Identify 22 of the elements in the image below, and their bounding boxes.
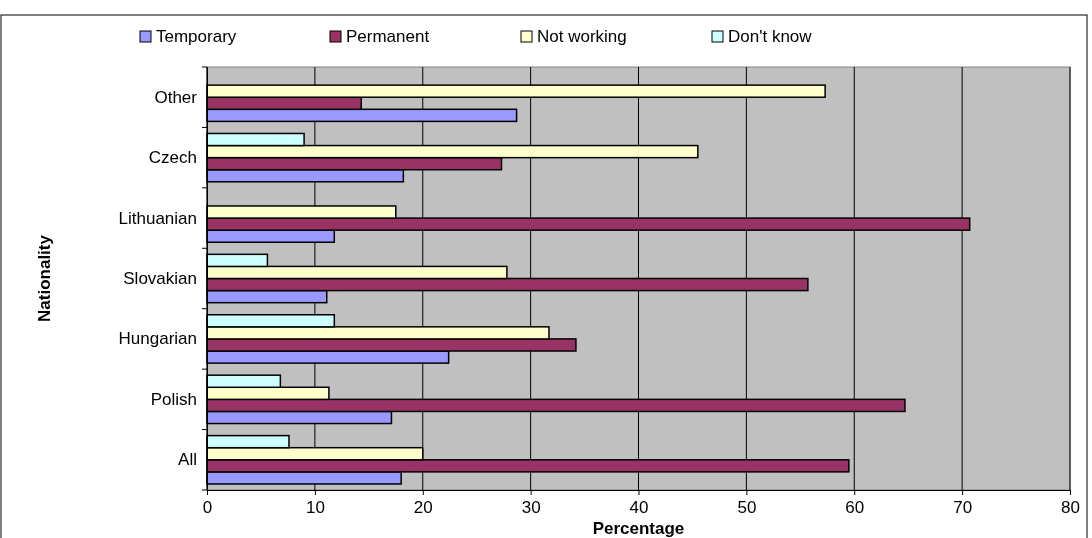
x-axis-title: Percentage — [592, 519, 685, 538]
x-tick-label: 10 — [305, 498, 325, 518]
x-tick-label: 80 — [1061, 498, 1080, 518]
y-axis-title: Nationality — [35, 234, 54, 322]
y-tick-label: All — [178, 450, 197, 470]
y-tick-label: Polish — [150, 389, 197, 409]
x-tick-label: 50 — [737, 498, 757, 518]
y-tick-label: Czech — [148, 148, 197, 168]
x-tick-label: 40 — [629, 498, 649, 518]
x-tick-label: 0 — [202, 498, 213, 518]
x-tick-label: 70 — [953, 498, 973, 518]
x-tick-label: 30 — [521, 498, 541, 518]
legend-label: Don't know — [728, 27, 813, 46]
x-tick-label: 60 — [845, 498, 865, 518]
legend-label: Permanent — [346, 27, 430, 46]
y-tick-label: Slovakian — [123, 268, 197, 288]
y-tick-label: Lithuanian — [118, 208, 197, 228]
y-tick-label: Hungarian — [118, 329, 197, 349]
legend-label: Not working — [537, 27, 627, 46]
legend-label: Temporary — [156, 27, 237, 46]
y-tick-label: Other — [154, 87, 198, 107]
x-tick-label: 20 — [413, 498, 433, 518]
